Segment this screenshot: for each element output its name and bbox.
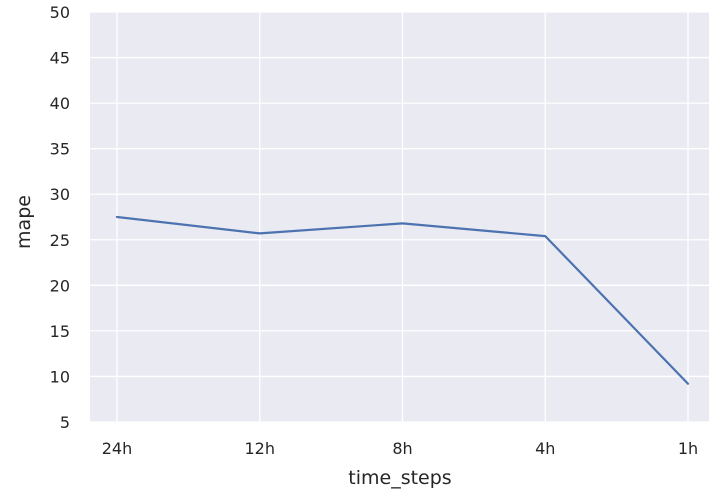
x-axis-label: time_steps [348, 467, 451, 489]
y-tick-label: 15 [50, 322, 70, 341]
x-tick-label: 8h [392, 439, 412, 458]
x-axis-ticks: 24h 12h 8h 4h 1h [102, 439, 698, 458]
series-group [115, 215, 690, 385]
y-tick-label: 20 [50, 276, 70, 295]
y-tick-label: 35 [50, 140, 70, 159]
y-tick-label: 30 [50, 185, 70, 204]
y-tick-label: 50 [50, 3, 70, 22]
x-tick-label: 12h [245, 439, 276, 458]
grid [90, 11, 709, 423]
y-tick-label: 45 [50, 49, 70, 68]
x-tick-label: 4h [535, 439, 555, 458]
x-tick-label: 24h [102, 439, 133, 458]
x-tick-label: 1h [678, 439, 698, 458]
y-axis-label: mape [13, 195, 35, 249]
plot-area [90, 12, 709, 422]
y-tick-label: 40 [50, 94, 70, 113]
y-tick-label: 25 [50, 231, 70, 250]
y-tick-label: 5 [60, 413, 70, 432]
y-axis-ticks: 5 10 15 20 25 30 35 40 45 50 [50, 3, 70, 432]
y-tick-label: 10 [50, 367, 70, 386]
